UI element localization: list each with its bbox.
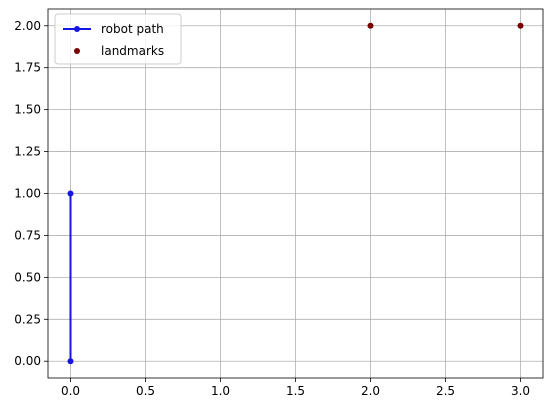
x-tick-label: 2.5	[436, 384, 455, 398]
landmark-point	[517, 22, 524, 29]
legend-entry: landmarks	[74, 44, 164, 58]
legend-marker-swatch	[74, 26, 80, 32]
y-tick-label: 0.00	[14, 354, 41, 368]
x-tick-label: 0.0	[61, 384, 80, 398]
y-tick-label: 1.75	[14, 61, 41, 75]
x-tick-label: 3.0	[511, 384, 530, 398]
x-tick-label: 1.0	[211, 384, 230, 398]
x-tick-label: 2.0	[361, 384, 380, 398]
path-point	[67, 358, 74, 365]
y-tick-label: 0.75	[14, 228, 41, 242]
legend: robot path landmarks	[54, 13, 182, 65]
x-tick-label: 0.5	[136, 384, 155, 398]
x-tick-label: 1.5	[286, 384, 305, 398]
y-tick-label: 0.25	[14, 312, 41, 326]
grid	[48, 9, 543, 378]
legend-label: landmarks	[101, 44, 164, 58]
legend-box	[54, 13, 182, 65]
legend-label: robot path	[101, 22, 164, 36]
legend-marker-swatch	[74, 48, 80, 54]
series-robot-path	[67, 190, 74, 365]
y-tick-label: 2.00	[14, 19, 41, 33]
y-tick-label: 1.25	[14, 145, 41, 159]
y-tick-label: 1.50	[14, 103, 41, 117]
landmark-point	[367, 22, 374, 29]
series-layer	[67, 22, 524, 365]
series-landmarks	[367, 22, 524, 29]
tick-layer: 0.0 0.5 1.0 1.5 2.0 2.5 3.0 0.00 0.25 0.50 0.75 1.0…	[14, 19, 530, 398]
legend-entry: robot path	[63, 22, 164, 36]
y-tick-label: 1.00	[14, 187, 41, 201]
y-tick-label: 0.50	[14, 270, 41, 284]
path-point	[67, 190, 74, 197]
